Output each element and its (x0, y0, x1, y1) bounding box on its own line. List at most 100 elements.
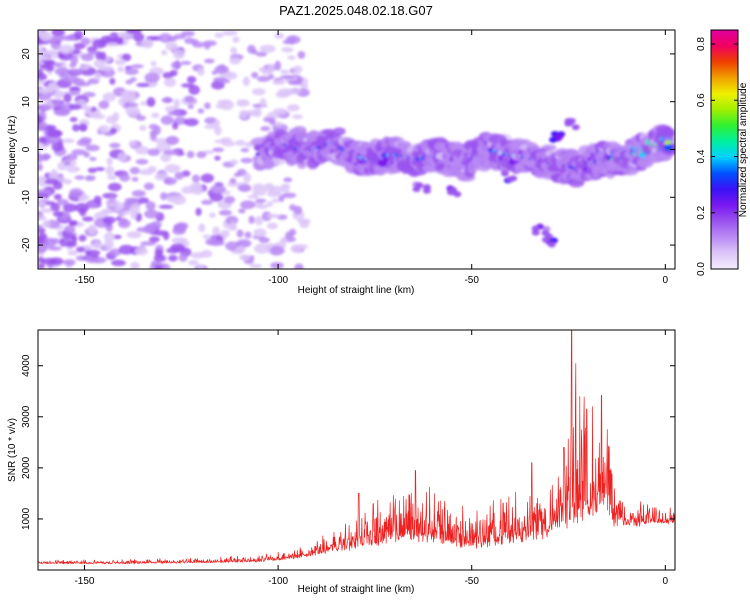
snr-x-axis-label: Height of straight line (km) (298, 584, 415, 595)
heatmap-cell (171, 194, 187, 205)
heatmap-cell (121, 53, 132, 62)
colorbar-tick-label: 0.2 (696, 205, 707, 219)
heatmap-cell (294, 263, 304, 269)
heatmap-cell (287, 80, 303, 86)
heatmap-cell (112, 234, 122, 240)
heatmap-cell (154, 172, 169, 181)
heatmap-cell (128, 140, 137, 147)
heatmap-cell (160, 115, 174, 125)
heatmap-cell (151, 112, 160, 118)
heatmap-y-tick-label: -10 (21, 190, 32, 205)
heatmap-cell (147, 165, 157, 173)
heatmap-cell (173, 98, 181, 109)
heatmap-cell (69, 220, 79, 226)
heatmap-cell (300, 84, 309, 89)
heatmap-cell (109, 77, 116, 85)
heatmap-cell (188, 260, 200, 266)
heatmap-cell (254, 216, 264, 226)
heatmap-cell (255, 198, 267, 203)
heatmap-cell (74, 175, 85, 180)
snr-x-tick-label: -50 (464, 576, 479, 587)
heatmap-cell (114, 58, 126, 66)
heatmap-cell (38, 193, 48, 198)
heatmap-cell (38, 106, 46, 111)
heatmap-cell (119, 217, 128, 226)
heatmap-cell (80, 37, 91, 46)
heatmap-cell (271, 198, 280, 203)
heatmap-cell (134, 247, 148, 256)
heatmap-cell (135, 158, 149, 165)
heatmap-cell (196, 151, 207, 159)
heatmap-cell (282, 185, 290, 193)
heatmap-cell (52, 211, 64, 217)
heatmap-cell (38, 142, 43, 147)
heatmap-cell (147, 148, 161, 156)
heatmap-cell (297, 50, 306, 59)
heatmap-cell (39, 31, 52, 42)
heatmap-cell (243, 172, 251, 183)
heatmap-cell (154, 265, 163, 269)
heatmap-cell (126, 231, 142, 239)
heatmap-x-tick-label: -50 (464, 275, 479, 286)
heatmap-cell (272, 108, 288, 116)
heatmap-cell (145, 201, 156, 211)
heatmap-cell (64, 161, 71, 166)
heatmap-cell (85, 175, 96, 181)
heatmap-cell (63, 93, 72, 103)
heatmap-cell (154, 137, 169, 145)
heatmap-cell (41, 49, 57, 55)
colorbar-tick-label: 0.6 (696, 93, 707, 107)
heatmap-cell (111, 259, 126, 267)
heatmap-x-tick-label: -150 (74, 275, 94, 286)
heatmap-cell (103, 208, 113, 214)
heatmap-cell (229, 159, 239, 165)
heatmap-x-tick-label: -100 (268, 275, 288, 286)
heatmap-cell (80, 53, 94, 62)
heatmap-cell (203, 58, 215, 64)
heatmap-cell (541, 236, 550, 243)
heatmap-cell (41, 257, 57, 266)
heatmap-cell (117, 152, 128, 162)
heatmap-cell (453, 191, 462, 198)
heatmap-cell (69, 62, 77, 68)
heatmap-cell (163, 177, 177, 185)
heatmap-cell (137, 197, 150, 204)
heatmap-cell (251, 88, 266, 96)
heatmap-cell (173, 33, 186, 40)
heatmap-cell (87, 46, 98, 53)
heatmap-cell (103, 239, 114, 250)
heatmap-cell (247, 194, 260, 199)
snr-panel: -150 -100 -50 0 1000 2000 3000 4000 Height of … (7, 329, 676, 595)
heatmap-cell (146, 97, 156, 107)
heatmap-cell (256, 75, 271, 82)
heatmap-cell (412, 186, 421, 193)
heatmap-cell (266, 222, 278, 230)
heatmap-cell (38, 73, 48, 81)
heatmap-cell (161, 263, 171, 269)
heatmap-cell (95, 51, 103, 60)
colorbar-label: Normalized spectral amplitude (738, 82, 749, 217)
heatmap-cell (279, 74, 295, 80)
heatmap-cell (165, 135, 180, 145)
heatmap-cell (160, 192, 168, 201)
heatmap-cell (172, 121, 179, 130)
heatmap-cell (200, 173, 215, 183)
heatmap-cell (283, 177, 293, 183)
heatmap-cell (165, 42, 179, 51)
heatmap-cell (191, 174, 201, 183)
heatmap-cell (79, 64, 90, 71)
heatmap-cell (240, 147, 250, 153)
heatmap-cell (567, 118, 576, 125)
heatmap-cell (272, 79, 286, 85)
heatmap-cell (124, 197, 141, 203)
heatmap-cell (183, 118, 199, 127)
heatmap-cell (74, 202, 90, 213)
heatmap-cell (105, 165, 115, 176)
heatmap-cell (112, 111, 120, 122)
heatmap-cell (333, 127, 346, 136)
heatmap-cell (87, 167, 97, 174)
heatmap-cell (44, 178, 59, 185)
heatmap-cell (281, 47, 294, 53)
heatmap-cell (229, 57, 241, 65)
heatmap-cell (218, 79, 231, 84)
